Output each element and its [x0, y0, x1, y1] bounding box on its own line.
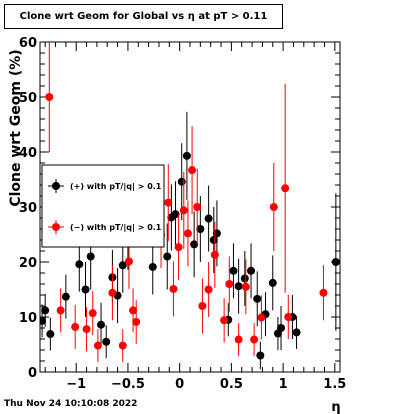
data-point	[129, 306, 138, 315]
data-point	[190, 240, 199, 249]
y-tick-label: 30	[19, 201, 37, 216]
y-tick-label: 50	[19, 91, 37, 106]
data-point	[196, 225, 205, 233]
x-tick-label: −1	[66, 377, 86, 392]
data-point	[331, 258, 340, 266]
data-point	[234, 335, 243, 344]
data-point	[284, 313, 293, 321]
data-point	[247, 266, 256, 275]
data-point	[268, 278, 277, 287]
data-point	[97, 320, 106, 329]
data-point	[250, 335, 259, 344]
data-point	[164, 198, 173, 207]
data-point	[257, 313, 266, 322]
y-tick-label: 60	[19, 36, 37, 51]
data-point	[163, 252, 172, 261]
data-point	[183, 229, 192, 238]
x-tick-label: 1.5	[323, 377, 346, 392]
data-point	[132, 317, 141, 326]
data-point	[179, 206, 188, 215]
data-point	[75, 260, 84, 269]
data-point	[188, 166, 197, 175]
data-point	[225, 280, 234, 288]
data-point	[61, 292, 70, 301]
legend-box	[41, 164, 165, 248]
legend: (+) with pT/|q| > 0.1 (−) with pT/|q| > 0…	[41, 164, 165, 248]
data-point	[45, 93, 54, 101]
data-point	[209, 236, 218, 244]
data-point	[277, 324, 286, 332]
x-tick-label: 0	[175, 377, 184, 392]
data-point	[182, 151, 191, 160]
data-point	[177, 177, 186, 186]
data-point	[86, 252, 95, 261]
data-point	[212, 229, 221, 238]
data-point	[174, 243, 183, 252]
data-point	[56, 306, 65, 315]
series-positive	[40, 111, 340, 370]
data-point	[93, 341, 102, 350]
data-point	[210, 250, 219, 259]
data-point	[171, 210, 180, 219]
data-point	[229, 266, 238, 275]
data-point	[41, 306, 50, 315]
data-point	[319, 288, 328, 297]
data-point	[292, 328, 301, 337]
data-point	[88, 309, 97, 318]
data-point	[118, 341, 127, 350]
data-point	[253, 294, 262, 303]
data-point	[204, 214, 213, 223]
legend-marker	[52, 182, 60, 190]
data-point	[269, 203, 278, 211]
data-point	[241, 282, 250, 291]
x-tick-label: 0.5	[220, 377, 243, 392]
x-axis-title: η	[331, 400, 340, 414]
x-tick-label: 1	[279, 377, 288, 392]
data-point	[148, 262, 157, 271]
axes: −1 −0.5 0 0.5 1 1.5 0 10 20 30 40 50 60	[19, 36, 346, 392]
y-tick-label: 0	[28, 366, 37, 381]
y-tick-label: 40	[19, 146, 37, 161]
data-point	[204, 285, 213, 294]
datestamp: Thu Nov 24 10:10:08 2022	[4, 399, 138, 409]
legend-label: (+) with pT/|q| > 0.1	[70, 182, 162, 191]
data-point	[124, 257, 133, 266]
y-axis-title: Clone wrt Geom (%)	[8, 49, 24, 206]
data-point	[71, 322, 80, 331]
data-point	[256, 351, 265, 360]
data-point	[82, 325, 91, 334]
data-point	[169, 284, 178, 293]
data-point	[281, 184, 290, 193]
data-point	[234, 282, 243, 291]
data-point	[193, 203, 202, 211]
data-point	[81, 285, 90, 294]
data-point	[198, 302, 207, 310]
legend-marker	[52, 223, 60, 231]
chart-title: Clone wrt Geom for Global vs η at pT > 0…	[4, 4, 283, 29]
data-point	[220, 316, 229, 325]
data-point	[46, 330, 55, 339]
x-tick-label: −0.5	[111, 377, 145, 392]
legend-label: (−) with pT/|q| > 0.1	[70, 223, 162, 232]
data-point	[240, 274, 249, 283]
data-point	[102, 337, 111, 346]
data-point	[108, 288, 117, 297]
data-point	[40, 316, 47, 325]
y-tick-label: 20	[19, 256, 37, 271]
y-tick-label: 10	[19, 311, 37, 326]
data-point	[118, 261, 127, 270]
